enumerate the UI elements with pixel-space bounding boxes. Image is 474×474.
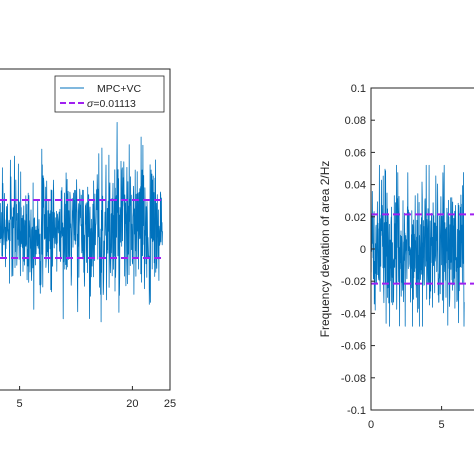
right-y-tick-label--0.1: -0.1: [347, 405, 366, 417]
right-y-axis-label: Frequency deviation of area 2/Hz: [318, 161, 332, 338]
right-y-tick-label-0: 0: [360, 244, 366, 256]
legend-sigma-symbol: σ: [87, 98, 94, 110]
legend: MPC+VC σ=0.01113: [54, 75, 165, 113]
left-panel: 5 20 25 MPC+VC σ=0.01113: [0, 68, 176, 410]
right-y-tick-label-0.1: 0.1: [351, 83, 366, 95]
left-x-tick-label-20: 20: [126, 398, 138, 410]
right-y-tick-label--0.08: -0.08: [341, 373, 366, 385]
legend-label-sigma: σ=0.01113: [87, 98, 136, 110]
right-y-tick-label-0.08: 0.08: [345, 115, 366, 127]
right-y-tick-label-0.02: 0.02: [345, 212, 366, 224]
right-y-tick-label--0.02: -0.02: [341, 276, 366, 288]
left-x-tick-label-5: 5: [17, 398, 23, 410]
right-x-tick-label-0: 0: [368, 419, 374, 431]
legend-label-mpc-vc: MPC+VC: [97, 83, 141, 95]
right-y-tick-label--0.04: -0.04: [341, 308, 366, 320]
right-y-tick-label-0.04: 0.04: [345, 180, 366, 192]
right-noise-series: [370, 164, 465, 327]
right-panel: 0.1 0.08 0.06 0.04 0.02 0 -0.02 -0.04 -0.06 -0.08…: [318, 83, 474, 431]
right-y-ticks: 0.1 0.08 0.06 0.04 0.02 0 -0.02 -0.04 -0.06 -0.08…: [341, 83, 375, 417]
left-x-ticks: 5 20 25: [17, 386, 176, 410]
left-x-tick-label-25: 25: [164, 398, 176, 410]
right-x-tick-label-5: 5: [439, 419, 445, 431]
left-noise-series: [0, 122, 163, 323]
left-axes-frame: [0, 68, 171, 391]
legend-sigma-value: =0.01113: [93, 98, 136, 110]
right-y-tick-label-0.06: 0.06: [345, 147, 366, 159]
legend-box: [54, 75, 165, 113]
right-y-tick-label--0.06: -0.06: [341, 341, 366, 353]
